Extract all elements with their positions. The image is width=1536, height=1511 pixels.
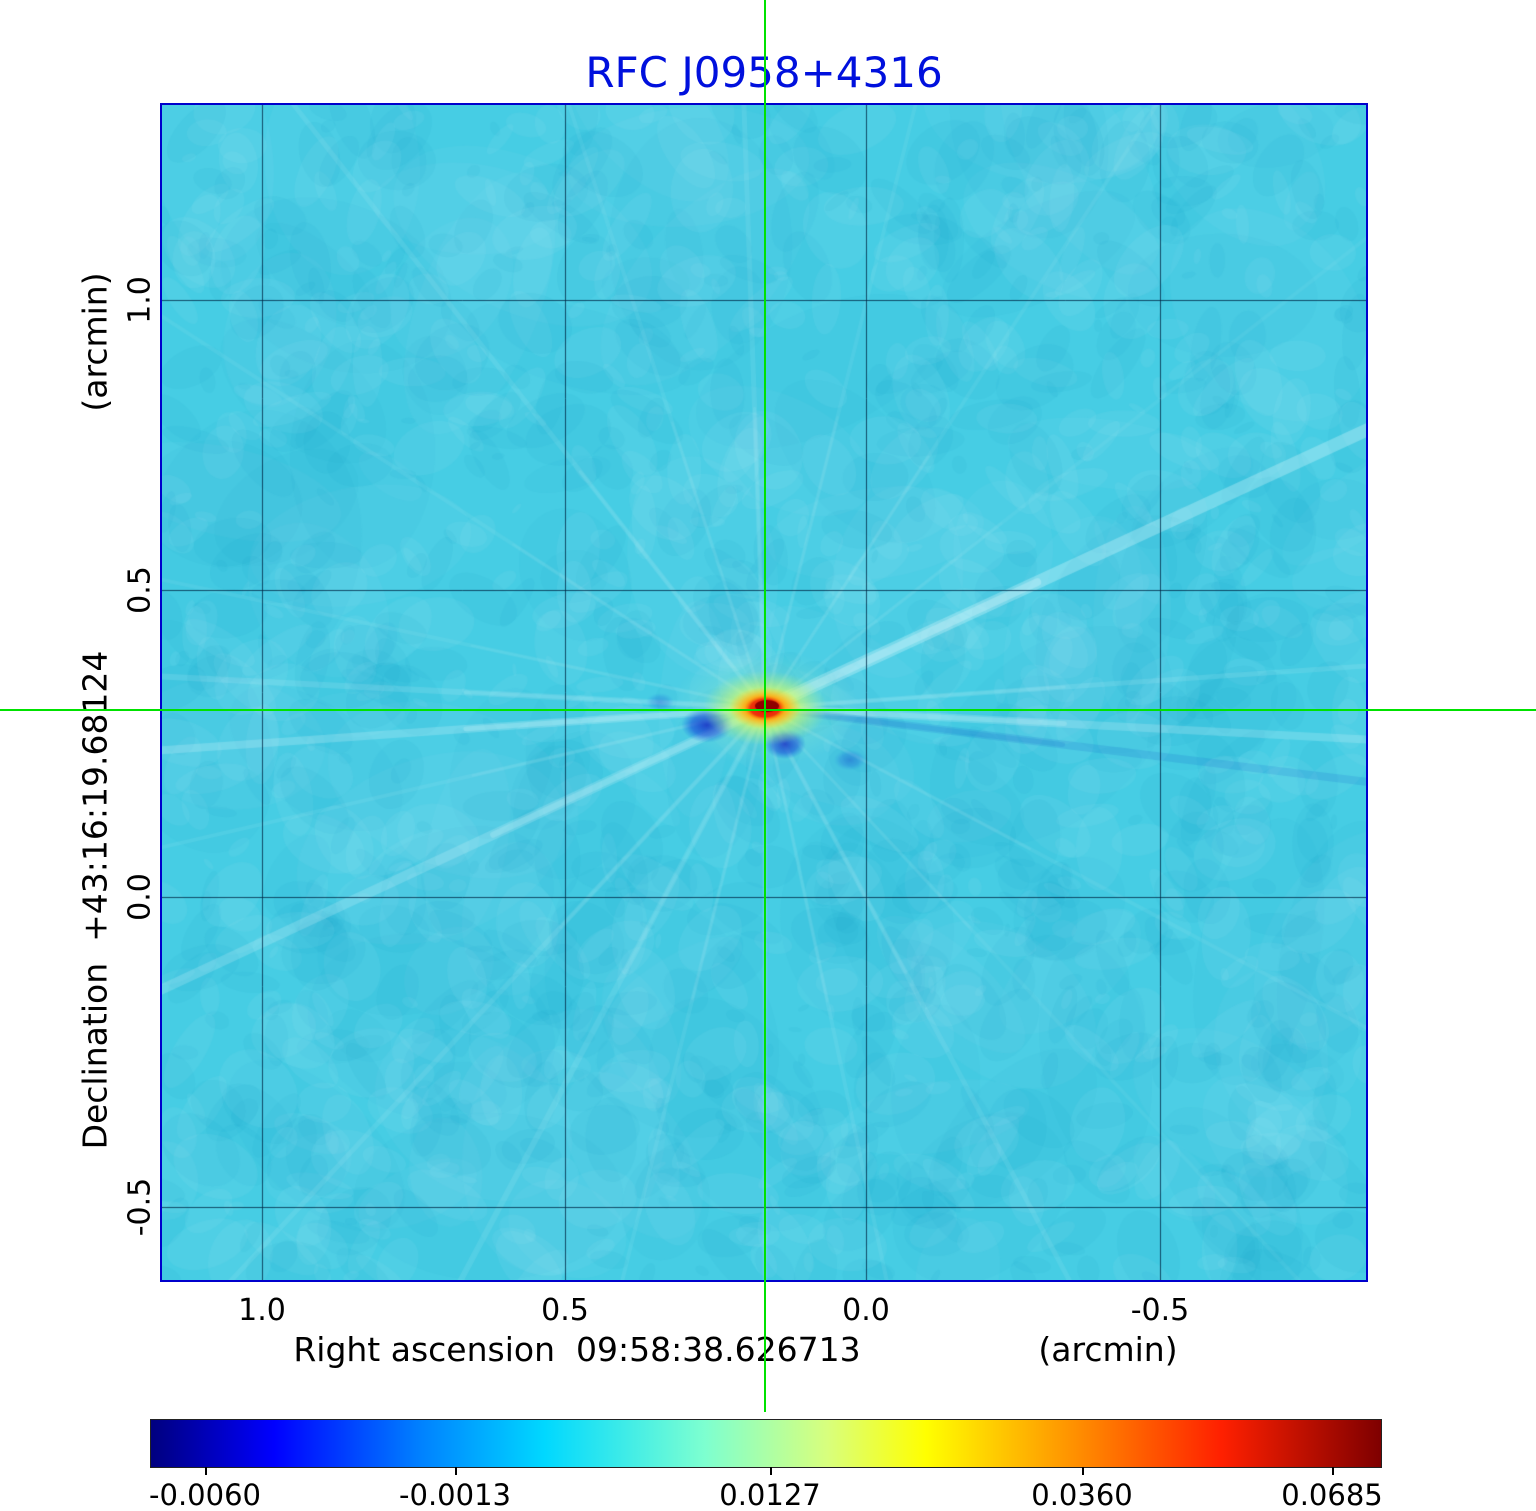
x-axis-unit-label: (arcmin) [1038, 1330, 1178, 1369]
plot-title: RFC J0958+4316 [585, 48, 943, 97]
x-tick-label-1: 0.5 [541, 1293, 589, 1328]
x-tick-label-3: -0.5 [1130, 1293, 1190, 1328]
colorbar-label-4: 0.0685 [1281, 1478, 1383, 1511]
y-tick-label-2: 0.0 [122, 873, 158, 921]
colorbar-tick [769, 1467, 772, 1475]
colorbar-label-2: 0.0127 [719, 1478, 821, 1511]
x-tick-label-0: 1.0 [238, 1293, 286, 1328]
crosshair-horizontal-line [0, 709, 1536, 711]
y-axis-label: Declination +43:16:19.68124 [75, 650, 115, 1150]
colorbar-label-0: -0.0060 [149, 1478, 261, 1511]
colorbar-label-1: -0.0013 [399, 1478, 511, 1511]
colorbar [150, 1419, 1382, 1475]
y-tick-label-1: 0.5 [122, 566, 158, 614]
colorbar-label-3: 0.0360 [1031, 1478, 1133, 1511]
colorbar-tick [1082, 1467, 1085, 1475]
colorbar-tick [1332, 1467, 1335, 1475]
y-axis-unit-label: (arcmin) [75, 272, 115, 412]
y-tick-label-3: -0.5 [122, 1177, 158, 1237]
y-tick-label-0: 1.0 [122, 276, 158, 324]
crosshair-vertical-line [764, 0, 766, 1412]
colorbar-tick [455, 1467, 458, 1475]
x-tick-label-2: 0.0 [842, 1293, 890, 1328]
colorbar-tick [205, 1467, 208, 1475]
x-axis-label: Right ascension 09:58:38.626713 [293, 1330, 861, 1369]
